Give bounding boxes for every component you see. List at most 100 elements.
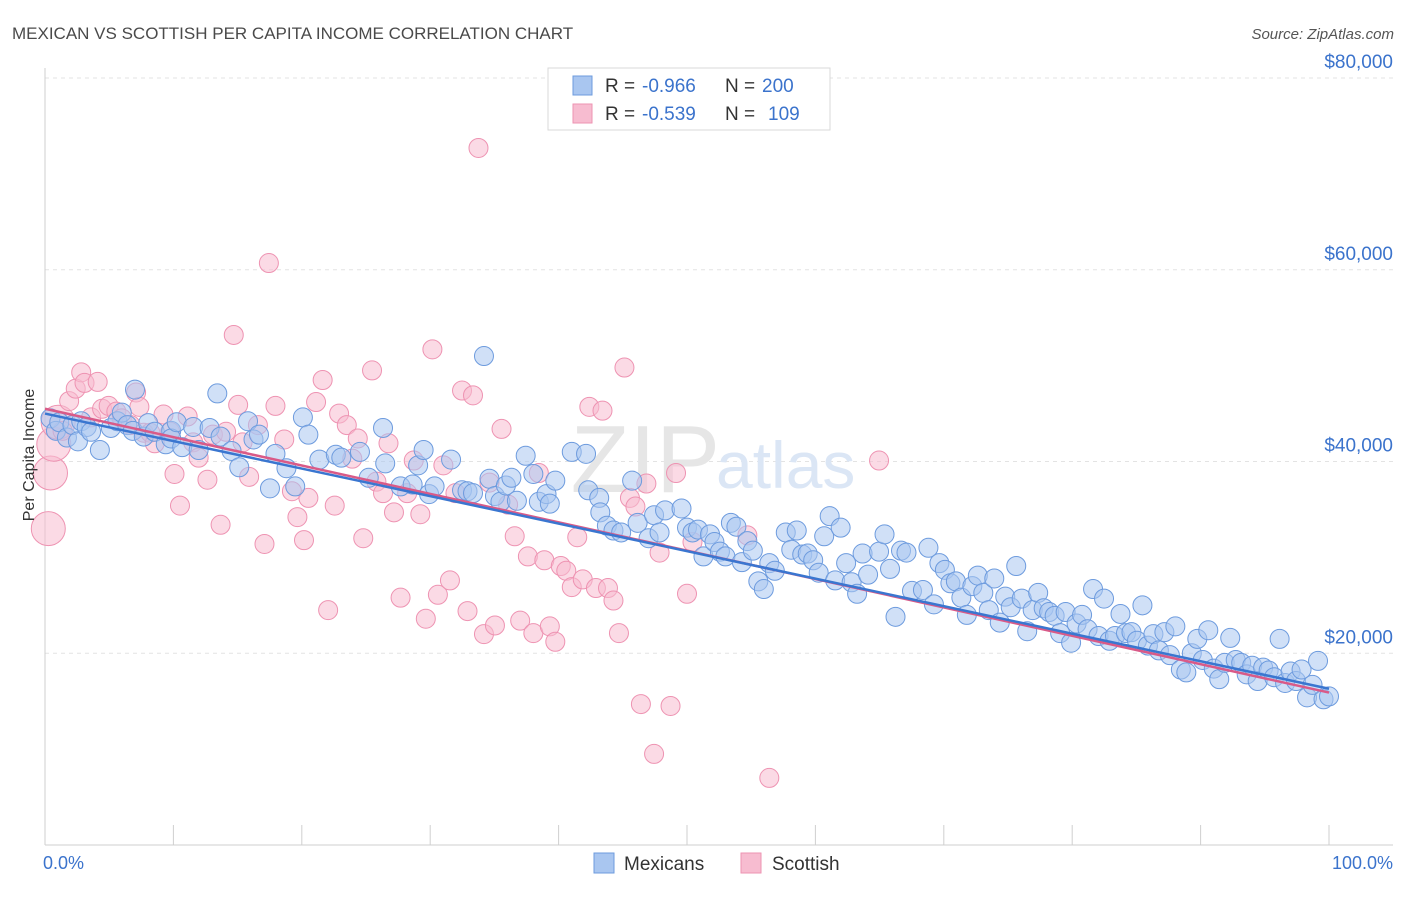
- scottish-point: [567, 527, 588, 548]
- legend-swatch-mexicans[interactable]: [593, 852, 615, 874]
- mexican-point: [238, 411, 259, 432]
- mexican-point: [441, 449, 462, 470]
- scottish-point: [592, 400, 613, 421]
- mexican-point: [967, 565, 988, 586]
- scottish-point: [87, 371, 108, 392]
- mexican-point: [539, 493, 560, 514]
- scottish-point: [463, 385, 483, 406]
- scottish-point: [457, 601, 478, 622]
- scottish-point: [336, 415, 357, 436]
- mexican-point: [501, 467, 522, 488]
- x-tick-label-start: 0.0%: [43, 853, 84, 873]
- mexican-point: [576, 443, 597, 464]
- stats-r-value-2: -0.539: [642, 104, 696, 125]
- scottish-point: [210, 514, 231, 535]
- mexican-point: [259, 478, 280, 499]
- scottish-point: [324, 495, 345, 516]
- scottish-point: [383, 502, 404, 523]
- scottish-point: [649, 542, 670, 563]
- scottish-point: [603, 590, 624, 611]
- mexican-point: [292, 407, 313, 428]
- scottish-point: [169, 495, 190, 516]
- mexican-point: [331, 447, 352, 468]
- mexican-point: [858, 564, 879, 585]
- scottish-point: [306, 392, 327, 413]
- scottish-point: [287, 507, 308, 528]
- mexican-point: [753, 579, 774, 600]
- scottish-point: [223, 324, 244, 345]
- mexican-point: [874, 524, 895, 545]
- stats-n-value-2: 109: [768, 104, 800, 125]
- mexican-point: [413, 439, 434, 460]
- scottish-point: [164, 463, 185, 484]
- scottish-point: [197, 469, 218, 490]
- y-tick-label: $80,000: [1324, 52, 1393, 73]
- chart-title: MEXICAN VS SCOTTISH PER CAPITA INCOME CO…: [12, 24, 573, 43]
- mexican-point: [627, 512, 648, 533]
- stats-legend-box: [547, 67, 831, 131]
- y-axis-label: Per Capita Income: [21, 389, 38, 522]
- scottish-point: [759, 767, 780, 788]
- watermark-atlas: atlas: [716, 428, 855, 502]
- scottish-point: [362, 360, 383, 381]
- mexican-point: [869, 541, 890, 562]
- scottish-point: [312, 370, 333, 391]
- scottish-point: [869, 450, 890, 471]
- stats-r-label-2: R =: [605, 104, 635, 125]
- mexican-point: [830, 517, 851, 538]
- mexican-point: [1291, 659, 1312, 680]
- mexican-point: [649, 522, 670, 543]
- mexican-point: [298, 424, 319, 445]
- mexican-point: [1110, 603, 1131, 624]
- mexican-point: [285, 476, 306, 497]
- scottish-point: [517, 546, 538, 567]
- mexican-point: [463, 483, 483, 504]
- mexican-point: [515, 445, 536, 466]
- scottish-point: [390, 587, 411, 608]
- legend-swatch-scottish[interactable]: [740, 852, 762, 874]
- scottish-point: [484, 615, 505, 636]
- mexican-point: [373, 417, 394, 438]
- mexicans-trend-line: [44, 412, 1330, 690]
- scottish-point: [608, 623, 629, 644]
- mexican-point: [523, 463, 544, 484]
- mexican-point: [349, 441, 370, 462]
- scottish-point: [258, 253, 279, 274]
- mexican-point: [726, 516, 747, 537]
- x-tick-label-end: 100.0%: [1332, 853, 1393, 873]
- legend-label-mexicans[interactable]: Mexicans: [624, 854, 704, 875]
- stats-n-label-2: N =: [725, 104, 755, 125]
- scottish-point: [228, 394, 249, 415]
- y-tick-label: $20,000: [1324, 627, 1393, 648]
- scottish-point: [274, 429, 295, 450]
- mexican-point: [1308, 650, 1329, 671]
- mexican-point: [786, 520, 807, 541]
- scottish-point: [660, 695, 681, 716]
- mexican-point: [249, 424, 269, 445]
- scottish-point: [666, 463, 687, 484]
- grid-layer: $20,000 $40,000 $60,000 $80,000: [45, 52, 1393, 654]
- mexican-point: [1165, 616, 1186, 637]
- mexican-point: [207, 383, 228, 404]
- stats-r-value-1: -0.966: [642, 76, 696, 97]
- legend-label-scottish[interactable]: Scottish: [772, 854, 840, 875]
- scottish-point: [614, 357, 635, 378]
- scottish-point: [630, 694, 651, 715]
- source-label: Source: ZipAtlas.com: [1251, 26, 1394, 43]
- scottish-point: [422, 339, 443, 360]
- stats-n-value-1: 200: [762, 76, 794, 97]
- mexican-point: [545, 470, 566, 491]
- scottish-point: [504, 526, 525, 547]
- mexican-point: [814, 526, 835, 547]
- scottish-point: [491, 418, 512, 439]
- mexican-point: [89, 439, 110, 460]
- trend-layer: [44, 407, 1330, 694]
- scottish-point: [293, 530, 314, 551]
- scottish-point: [510, 610, 531, 631]
- scottish-point: [415, 608, 436, 629]
- bottom-legend: Mexicans Scottish: [593, 852, 840, 875]
- stats-legend: R = -0.966 N = 200 R = -0.539 N = 109: [547, 67, 831, 131]
- mexican-point: [1220, 627, 1241, 648]
